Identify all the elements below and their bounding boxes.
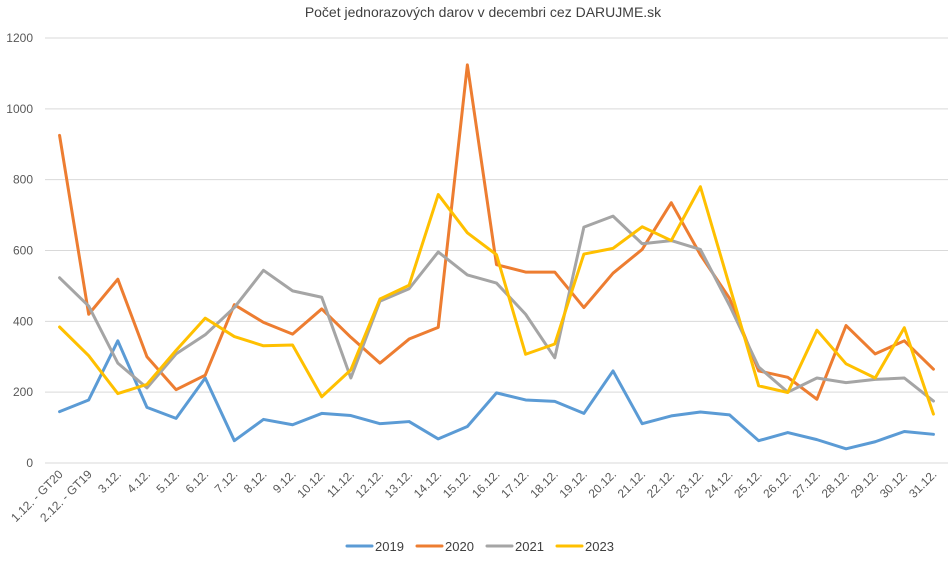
x-tick-label: 29.12. bbox=[848, 467, 881, 500]
legend: 2019 2020 2021 2023 bbox=[345, 539, 614, 554]
x-tick-label: 24.12. bbox=[702, 467, 735, 500]
x-tick-label: 25.12. bbox=[731, 467, 764, 500]
x-tick-label: 28.12. bbox=[819, 467, 852, 500]
x-tick-label: 19.12. bbox=[557, 467, 590, 500]
x-tick-label: 26.12. bbox=[760, 467, 793, 500]
x-tick-label: 4.12. bbox=[124, 467, 153, 496]
x-tick-label: 21.12. bbox=[615, 467, 648, 500]
legend-label-2023: 2023 bbox=[585, 539, 614, 554]
legend-label-2020: 2020 bbox=[445, 539, 474, 554]
x-tick-label: 10.12. bbox=[294, 467, 327, 500]
y-tick-label: 200 bbox=[13, 385, 33, 399]
y-tick-label: 600 bbox=[13, 244, 33, 258]
series-line-2019 bbox=[58, 339, 935, 451]
series-line-2021 bbox=[58, 214, 935, 403]
x-tick-label: 16.12. bbox=[469, 467, 502, 500]
x-tick-label: 30.12. bbox=[877, 467, 910, 500]
series-lines bbox=[58, 63, 935, 451]
x-tick-label: 13.12. bbox=[382, 467, 415, 500]
x-tick-label: 14.12. bbox=[411, 467, 444, 500]
series-line-2020 bbox=[58, 63, 935, 401]
x-tick-label: 6.12. bbox=[183, 467, 212, 496]
x-tick-label: 8.12. bbox=[241, 467, 270, 496]
x-tick-label: 18.12. bbox=[527, 467, 560, 500]
x-tick-label: 22.12. bbox=[644, 467, 677, 500]
gridlines bbox=[45, 37, 948, 464]
x-tick-label: 11.12. bbox=[324, 467, 357, 500]
legend-label-2019: 2019 bbox=[375, 539, 404, 554]
x-tick-label: 3.12. bbox=[95, 467, 124, 496]
x-tick-label: 23.12. bbox=[673, 467, 706, 500]
chart-title: Počet jednorazových darov v decembri cez… bbox=[305, 4, 662, 20]
y-tick-label: 0 bbox=[26, 456, 33, 470]
y-tick-label: 400 bbox=[13, 314, 33, 328]
x-tick-label: 12.12. bbox=[353, 467, 386, 500]
x-tick-label: 5.12. bbox=[153, 467, 182, 496]
y-axis-ticks: 0 200 400 600 800 1000 1200 bbox=[6, 31, 33, 470]
x-tick-label: 17.12. bbox=[498, 467, 531, 500]
x-tick-label: 20.12. bbox=[586, 467, 619, 500]
x-tick-label: 31.12. bbox=[906, 467, 939, 500]
legend-label-2021: 2021 bbox=[515, 539, 544, 554]
series-line-2023 bbox=[58, 185, 935, 416]
x-tick-label: 15.12. bbox=[440, 467, 473, 500]
x-tick-label: 7.12. bbox=[212, 467, 241, 496]
y-tick-label: 1000 bbox=[6, 102, 33, 116]
y-tick-label: 1200 bbox=[6, 31, 33, 45]
y-tick-label: 800 bbox=[13, 173, 33, 187]
x-tick-label: 27.12. bbox=[790, 467, 823, 500]
